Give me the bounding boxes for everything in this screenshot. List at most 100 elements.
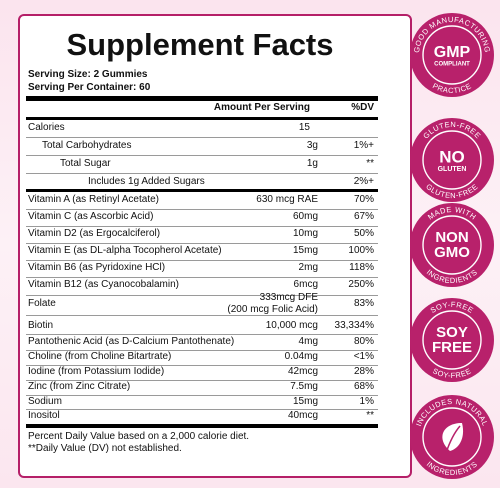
- badge-center-text: GMP: [434, 44, 471, 61]
- thick-rule: [26, 117, 378, 120]
- daily-value: 33,334%: [334, 320, 374, 331]
- daily-value: 100%: [348, 245, 374, 256]
- row-rule: [26, 225, 378, 227]
- badge-ring: [422, 310, 482, 370]
- thick-rule: [26, 424, 378, 428]
- badge-bottom-text: SOY-FREE: [431, 366, 472, 380]
- nutrient-name: Sodium: [28, 396, 62, 407]
- amount: 3g: [306, 140, 318, 151]
- row-rule: [26, 173, 378, 174]
- badge-center-text: NON: [435, 229, 468, 246]
- daily-value: 28%: [353, 366, 374, 377]
- column-header: Amount Per Serving: [213, 102, 310, 113]
- daily-value: 83%: [353, 298, 374, 309]
- daily-value: 80%: [353, 336, 374, 347]
- thick-rule: [26, 96, 378, 101]
- facts-panel: [18, 14, 412, 478]
- column-header: %DV: [351, 102, 374, 113]
- nutrient-name: Vitamin D2 (as Ergocalciferol): [28, 228, 161, 239]
- amount: 7.5mg: [290, 381, 318, 392]
- title: Supplement Facts: [66, 27, 334, 62]
- badge-center-text: NO: [439, 147, 465, 166]
- amount: 6mcg: [293, 279, 318, 290]
- servings-per-container: Serving Per Container: 60: [28, 82, 151, 93]
- nutrient-name: Iodine (from Potassium Iodide): [28, 366, 165, 377]
- footnote: Percent Daily Value based on a 2,000 cal…: [28, 431, 250, 442]
- row-rule: [26, 364, 378, 366]
- badge-bottom-text: SOY-FREE: [431, 366, 473, 380]
- nutrient-name: Pantothenic Acid (as D-Calcium Pantothen…: [28, 336, 235, 347]
- footnote: **Daily Value (DV) not established.: [28, 443, 182, 454]
- amount: 333mcg DFE: [259, 292, 318, 303]
- daily-value: 118%: [349, 262, 374, 273]
- amount: 1g: [306, 158, 318, 169]
- row-rule: [26, 294, 378, 296]
- amount: 15: [298, 122, 310, 133]
- row-rule: [26, 276, 378, 278]
- nutrient-name: Calories: [28, 122, 65, 133]
- amount: 0.04mg: [284, 351, 318, 362]
- row-rule: [26, 394, 378, 396]
- amount: 15mg: [292, 396, 318, 407]
- nutrient-name: Folate: [28, 298, 56, 309]
- badge-ring: [422, 25, 482, 85]
- nutrient-name: Total Sugar: [60, 158, 111, 169]
- nutrient-name: Biotin: [28, 320, 54, 331]
- badge-center-text: COMPLIANT: [434, 62, 470, 68]
- daily-value: 70%: [353, 194, 374, 205]
- leaf-vein: [445, 425, 461, 454]
- nutrient-name: Vitamin B12 (as Cyanocobalamin): [28, 279, 180, 290]
- nutrient-name: Vitamin B6 (as Pyridoxine HCl): [28, 262, 166, 273]
- amount: 10,000 mcg: [265, 320, 318, 331]
- row-rule: [26, 208, 378, 210]
- row-rule: [26, 349, 378, 351]
- nutrient-name: Inositol: [28, 410, 60, 421]
- row-rule: [26, 409, 378, 410]
- daily-value: **: [366, 410, 374, 421]
- row-rule: [26, 259, 378, 261]
- daily-value: 68%: [353, 381, 374, 392]
- nutrient-name: Includes 1g Added Sugars: [88, 176, 205, 187]
- row-rule: [26, 155, 378, 156]
- nutrient-name: Zinc (from Zinc Citrate): [28, 381, 131, 392]
- badge-bottom-text: PRACTICE: [431, 81, 472, 95]
- badge-ring: [422, 407, 482, 467]
- row-rule: [26, 242, 378, 244]
- row-rule: [26, 137, 378, 138]
- amount: 10mg: [292, 228, 318, 239]
- daily-value: 2%+: [353, 176, 374, 187]
- daily-value: 50%: [353, 228, 374, 239]
- amount: 15mg: [292, 245, 318, 256]
- amount: (200 mcg Folic Acid): [227, 304, 318, 315]
- row-rule: [26, 379, 378, 381]
- row-rule: [26, 334, 378, 335]
- nutrient-name: Vitamin E (as DL-alpha Tocopherol Acetat…: [28, 245, 222, 256]
- amount: 42mcg: [287, 366, 318, 377]
- amount: 40mcg: [287, 410, 318, 421]
- daily-value: **: [366, 158, 374, 169]
- daily-value: 67%: [353, 211, 374, 222]
- nutrient-name: Vitamin A (as Retinyl Acetate): [28, 194, 159, 205]
- nutrient-name: Choline (from Choline Bitartrate): [28, 351, 172, 362]
- thick-rule: [26, 189, 378, 192]
- row-rule: [26, 315, 378, 316]
- nutrient-name: Total Carbohydrates: [42, 140, 132, 151]
- badge-center-text: GLUTEN: [438, 166, 467, 173]
- daily-value: 1%: [359, 396, 374, 407]
- amount: 2mg: [298, 262, 318, 273]
- daily-value: 1%+: [353, 140, 374, 151]
- amount: 630 mcg RAE: [256, 194, 318, 205]
- amount: 4mg: [298, 336, 318, 347]
- amount: 60mg: [292, 211, 318, 222]
- serving-size: Serving Size: 2 Gummies: [28, 69, 148, 80]
- badge-center-text: GMO: [434, 244, 470, 261]
- badge-center-text: SOY: [436, 324, 468, 341]
- daily-value: <1%: [353, 351, 374, 362]
- badge-center-text: FREE: [432, 339, 472, 356]
- nutrient-name: Vitamin C (as Ascorbic Acid): [28, 211, 154, 222]
- badge-ring: [422, 215, 482, 275]
- badge-bottom-text: PRACTICE: [431, 81, 473, 95]
- daily-value: 250%: [348, 279, 374, 290]
